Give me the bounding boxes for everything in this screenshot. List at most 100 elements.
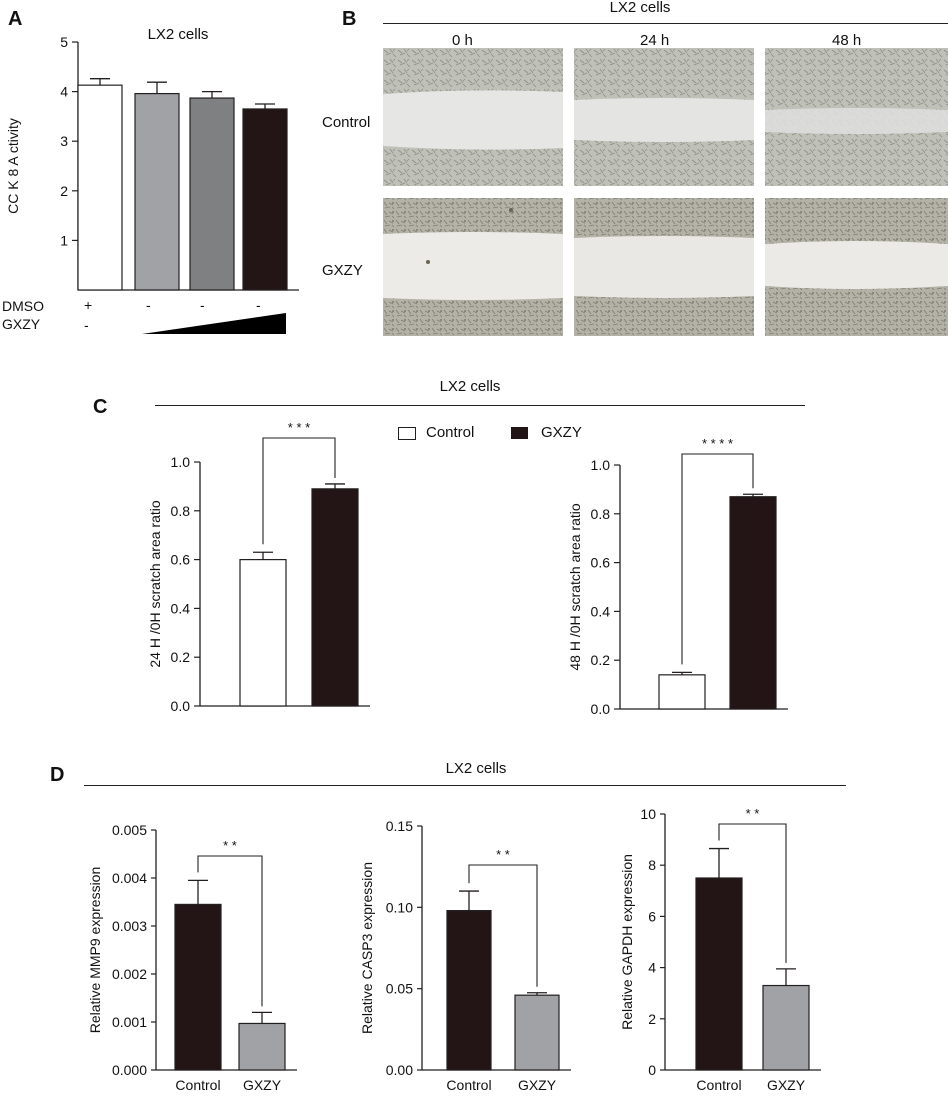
panel-c-rule: [155, 405, 805, 406]
significance-label: * *: [746, 806, 760, 821]
y-tick-label: 2: [60, 183, 68, 199]
gxzy-dose-triangle: [142, 313, 286, 334]
bar: [695, 877, 743, 1071]
panel-letter-b: B: [342, 8, 357, 30]
casp3-chart: 0.00 0.05 0.10 0.15 Relative CASP3 expressio…: [359, 818, 571, 1093]
time-label-0h: 0 h: [452, 32, 473, 49]
scratch24-chart: 0.0 0.2 0.4 0.6 0.8 1.0 24 H /0H scratch area …: [147, 420, 370, 714]
y-tick-label: 0.05: [386, 981, 413, 997]
gapdh-chart: 0 2 4 6 8 10 Relative GAPDH expression Control G…: [619, 806, 821, 1093]
x-tick-label: GXZY: [243, 1077, 282, 1093]
panel-b-rule: [383, 23, 948, 24]
y-tick-label: 0.6: [171, 552, 191, 568]
panel-letter-a: A: [8, 8, 23, 30]
significance-bracket: [681, 453, 754, 665]
bar: [189, 97, 235, 291]
dmso-mark: -: [256, 297, 261, 313]
dmso-label: DMSO: [2, 298, 44, 314]
significance-bracket: [718, 823, 787, 963]
legend-label-gxzy: GXZY: [541, 424, 582, 441]
panel-d-rule: [84, 785, 846, 786]
significance-label: * *: [496, 847, 510, 862]
bar: [77, 84, 123, 291]
panel-c-title: LX2 cells: [439, 378, 501, 395]
y-tick-label: 0.001: [112, 1014, 147, 1030]
panel-letter-c: C: [93, 396, 108, 418]
y-tick-label: 1: [60, 232, 68, 248]
panel-letter-d: D: [50, 764, 65, 786]
bar: [242, 108, 288, 291]
y-axis-label: Relative CASP3 expression: [359, 862, 375, 1034]
bar: [514, 994, 560, 1071]
panel-a-title: LX2 cells: [147, 26, 209, 43]
y-tick-label: 0.2: [591, 652, 611, 668]
y-tick-label: 5: [60, 34, 68, 50]
bar: [134, 92, 180, 291]
y-tick-label: 0.002: [112, 966, 147, 982]
y-tick-label: 0.0: [171, 698, 191, 714]
micrograph-gxzy-48h: [765, 198, 948, 336]
row-label-control: Control: [322, 114, 371, 131]
gxzy-treatment-label: GXZY: [2, 316, 41, 332]
y-tick-label: 0: [648, 1062, 656, 1078]
dmso-mark: -: [146, 297, 151, 313]
x-tick-label: Control: [175, 1077, 220, 1093]
y-tick-label: 10: [640, 806, 656, 822]
significance-bracket: [468, 864, 538, 987]
panel-b-title: LX2 cells: [609, 0, 671, 16]
significance-label: * *: [223, 838, 237, 853]
y-tick-label: 0.4: [591, 603, 611, 619]
y-tick-label: 0.4: [171, 600, 191, 616]
y-tick-label: 0.00: [386, 1062, 413, 1078]
bar: [729, 496, 777, 710]
significance-label: * * *: [288, 420, 310, 435]
micrograph-control-48h: [765, 48, 948, 186]
y-axis-label: Relative GAPDH expression: [619, 854, 635, 1030]
y-tick-label: 0.15: [386, 818, 413, 834]
bar: [658, 674, 706, 710]
micrograph-gxzy-24h: [574, 198, 754, 336]
dmso-mark: +: [84, 297, 93, 313]
micrograph-control-0h: [383, 48, 563, 186]
y-tick-label: 4: [648, 960, 656, 976]
scratch-micrograph-grid: [383, 48, 948, 336]
significance-label: * * * *: [702, 436, 733, 451]
y-tick-label: 3: [60, 133, 68, 149]
significance-bracket: [262, 437, 336, 545]
mmp9-chart: 0.000 0.001 0.002 0.003 0.004 0.005 Relative M…: [87, 822, 297, 1093]
gxzy-mark: -: [84, 317, 89, 333]
y-axis-label: 24 H /0H scratch area ratio: [147, 500, 163, 668]
y-tick-label: 1.0: [171, 454, 191, 470]
row-label-gxzy: GXZY: [322, 262, 363, 279]
y-axis-label: 48 H /0H scratch area ratio: [567, 503, 583, 671]
y-tick-label: 8: [648, 857, 656, 873]
y-tick-label: 0.004: [112, 870, 147, 886]
bar: [238, 1022, 286, 1071]
x-tick-label: Control: [696, 1077, 741, 1093]
y-tick-label: 0.6: [591, 555, 611, 571]
y-tick-label: 0.2: [171, 649, 191, 665]
time-label-24h: 24 h: [640, 32, 670, 49]
micrograph-control-24h: [574, 48, 754, 186]
bar: [174, 903, 222, 1071]
bar: [446, 909, 492, 1071]
y-tick-label: 4: [60, 84, 68, 100]
y-tick-label: 0.8: [591, 506, 611, 522]
legend-swatch-control: [398, 427, 416, 440]
micrograph-gxzy-0h: [383, 198, 563, 336]
significance-bracket: [197, 855, 263, 1007]
dmso-mark: -: [200, 297, 205, 313]
y-tick-label: 2: [648, 1011, 656, 1027]
y-tick-label: 0.10: [386, 899, 413, 915]
y-axis-label: Relative MMP9 expression: [87, 867, 103, 1034]
y-tick-label: 6: [648, 908, 656, 924]
y-tick-label: 0.000: [112, 1062, 147, 1078]
y-axis-label: CC K 8 A ctivity: [5, 118, 21, 214]
bar: [239, 559, 287, 707]
y-tick-label: 0.003: [112, 918, 147, 934]
cck8-chart: 1 2 3 4 5 CC K 8 A ctivity: [5, 34, 299, 291]
y-tick-label: 1.0: [591, 457, 611, 473]
time-label-48h: 48 h: [832, 32, 862, 49]
x-tick-label: GXZY: [518, 1077, 557, 1093]
x-tick-label: GXZY: [767, 1077, 806, 1093]
